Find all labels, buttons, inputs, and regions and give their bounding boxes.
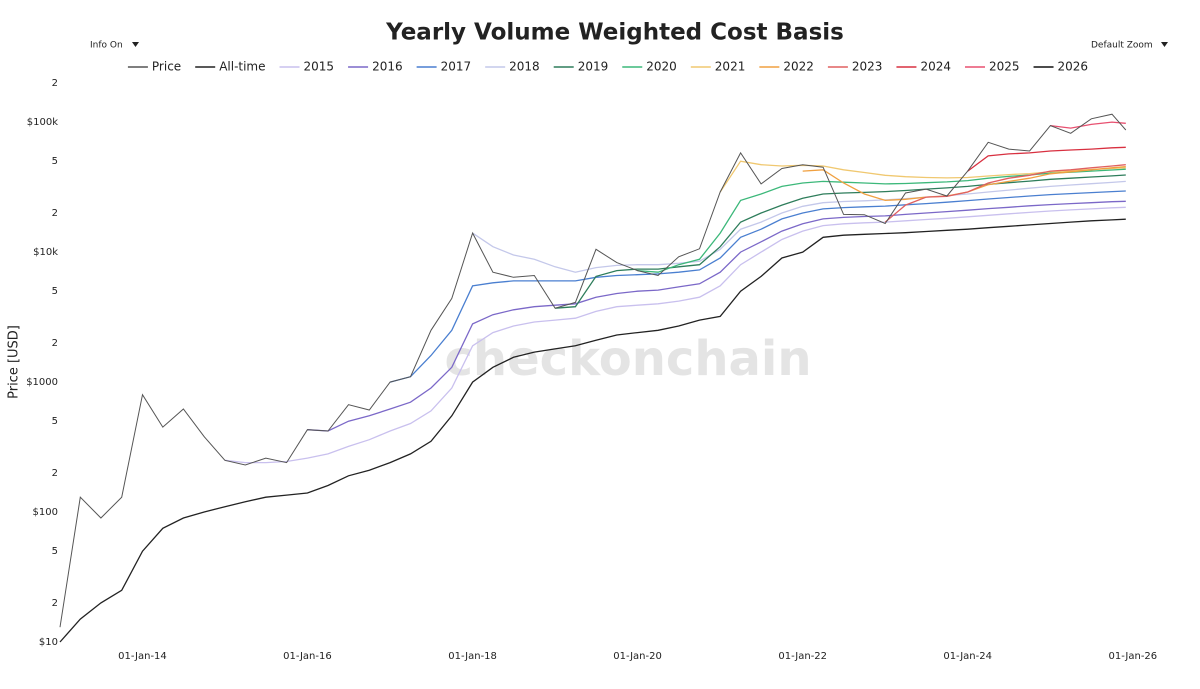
y-tick-label: 5 <box>52 546 58 557</box>
legend-label: All-time <box>219 60 265 74</box>
legend-item: 2022 <box>759 60 814 74</box>
legend-label: 2020 <box>646 60 677 74</box>
series-line <box>59 113 1127 628</box>
series-line <box>719 160 1126 193</box>
y-tick-label: $100 <box>33 507 58 518</box>
dropdown-arrow[interactable] <box>1161 42 1168 47</box>
legend-label: Price <box>152 60 181 74</box>
legend-item: 2024 <box>896 60 951 74</box>
dropdown-arrow[interactable] <box>132 42 139 47</box>
series-line <box>472 180 1126 273</box>
y-tick-label: 2 <box>52 78 58 89</box>
legend-item: 2017 <box>416 60 472 74</box>
y-tick-label: $10 <box>39 637 58 648</box>
legend-item: All-time <box>195 60 266 74</box>
x-tick-label: 01-Jan-16 <box>283 651 332 662</box>
series-line <box>637 168 1126 273</box>
series-line <box>307 200 1126 432</box>
y-tick-label: 2 <box>52 338 58 349</box>
legend-item: 2025 <box>964 60 1020 74</box>
zoom-button[interactable]: Default Zoom <box>1091 41 1153 51</box>
legend-label: 2024 <box>920 60 951 74</box>
legend-label: 2022 <box>783 60 814 74</box>
info-button[interactable]: Info On <box>90 41 123 51</box>
series-line <box>224 206 1126 464</box>
y-tick-label: 2 <box>52 468 58 479</box>
legend-label: 2016 <box>372 60 403 74</box>
y-tick-label: 5 <box>52 416 58 427</box>
legend-item: Price <box>127 60 181 74</box>
x-tick-label: 01-Jan-26 <box>1109 651 1158 662</box>
series-line <box>1050 121 1126 129</box>
x-tick-label: 01-Jan-22 <box>778 651 827 662</box>
series-line <box>802 165 1126 202</box>
x-tick-label: 01-Jan-18 <box>448 651 497 662</box>
legend-item: 2023 <box>827 60 883 74</box>
y-axis-label: Price [USD] <box>7 325 22 399</box>
legend-item: 2026 <box>1033 60 1089 74</box>
y-tick-label: 2 <box>52 208 58 219</box>
series-line <box>884 164 1126 223</box>
legend-item: 2020 <box>622 60 677 74</box>
legend-label: 2021 <box>715 60 746 74</box>
x-tick-label: 01-Jan-24 <box>943 651 992 662</box>
y-tick-label: $1000 <box>26 377 58 388</box>
chart-title: Yearly Volume Weighted Cost Basis <box>385 20 844 46</box>
legend-item: 2015 <box>279 60 335 74</box>
y-tick-label: 2 <box>52 598 58 609</box>
watermark: checkonchain <box>444 331 811 387</box>
y-tick-label: 5 <box>52 286 58 297</box>
y-tick-label: $100k <box>27 117 58 128</box>
legend-item: 2018 <box>485 60 540 74</box>
legend-label: 2025 <box>989 60 1020 74</box>
legend-label: 2019 <box>578 60 609 74</box>
series-line <box>59 218 1126 643</box>
series-line <box>389 190 1126 383</box>
y-tick-label: $10k <box>33 247 58 258</box>
legend-label: 2015 <box>304 60 335 74</box>
series-line <box>555 174 1126 309</box>
x-tick-label: 01-Jan-14 <box>118 651 167 662</box>
legend-label: 2023 <box>852 60 883 74</box>
x-tick-label: 01-Jan-20 <box>613 651 662 662</box>
legend-label: 2018 <box>509 60 540 74</box>
series-line <box>967 146 1126 172</box>
legend-label: 2017 <box>441 60 472 74</box>
legend-item: 2019 <box>553 60 609 74</box>
legend-item: 2021 <box>690 60 746 74</box>
legend-label: 2026 <box>1058 60 1089 74</box>
y-tick-label: 5 <box>52 156 58 167</box>
legend-item: 2016 <box>348 60 403 74</box>
